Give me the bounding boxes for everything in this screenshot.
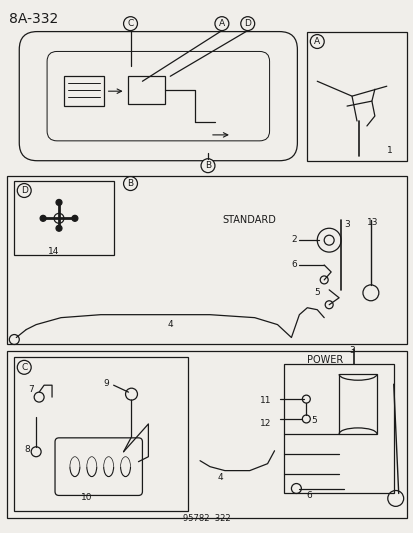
Text: 8A-332: 8A-332 <box>9 12 59 26</box>
Bar <box>284 365 393 494</box>
Circle shape <box>40 215 46 221</box>
Text: A: A <box>313 37 320 46</box>
Text: 1: 1 <box>386 146 392 155</box>
Text: 6: 6 <box>306 491 311 500</box>
Circle shape <box>123 17 137 30</box>
Text: 5: 5 <box>311 416 316 425</box>
Text: 3: 3 <box>348 346 354 356</box>
Text: 8: 8 <box>24 445 30 454</box>
Text: 13: 13 <box>366 219 377 228</box>
Circle shape <box>214 17 228 30</box>
Text: C: C <box>21 363 27 372</box>
Text: 95782  322: 95782 322 <box>183 514 230 523</box>
Text: B: B <box>204 161 211 170</box>
Bar <box>64 76 103 106</box>
Circle shape <box>17 183 31 197</box>
Text: C: C <box>127 19 133 28</box>
Text: A: A <box>218 19 224 28</box>
Circle shape <box>56 199 62 205</box>
Text: STANDARD: STANDARD <box>221 215 275 225</box>
Text: 14: 14 <box>48 247 59 256</box>
Bar <box>14 181 113 255</box>
Circle shape <box>123 176 137 190</box>
Text: POWER: POWER <box>306 356 343 366</box>
Text: 3: 3 <box>343 220 349 229</box>
Text: 5: 5 <box>313 288 319 297</box>
FancyBboxPatch shape <box>55 438 142 496</box>
Text: 11: 11 <box>259 396 271 405</box>
Circle shape <box>54 213 64 223</box>
Bar <box>14 358 188 511</box>
Text: D: D <box>21 186 28 195</box>
Circle shape <box>240 17 254 30</box>
Text: 10: 10 <box>81 494 93 503</box>
Bar <box>7 351 406 518</box>
Bar <box>338 374 376 434</box>
Text: 7: 7 <box>28 385 34 394</box>
Text: 4: 4 <box>167 320 173 329</box>
Bar <box>127 76 165 104</box>
Text: 4: 4 <box>217 473 223 482</box>
Text: 2: 2 <box>291 235 297 244</box>
Circle shape <box>201 159 214 173</box>
Bar <box>306 31 406 161</box>
Circle shape <box>17 360 31 374</box>
Text: 9: 9 <box>103 379 109 388</box>
Bar <box>7 175 406 344</box>
Circle shape <box>72 215 78 221</box>
Text: D: D <box>244 19 251 28</box>
Circle shape <box>310 35 323 49</box>
Text: B: B <box>127 179 133 188</box>
Circle shape <box>56 225 62 231</box>
Text: 12: 12 <box>259 419 271 428</box>
Text: 6: 6 <box>291 260 297 269</box>
